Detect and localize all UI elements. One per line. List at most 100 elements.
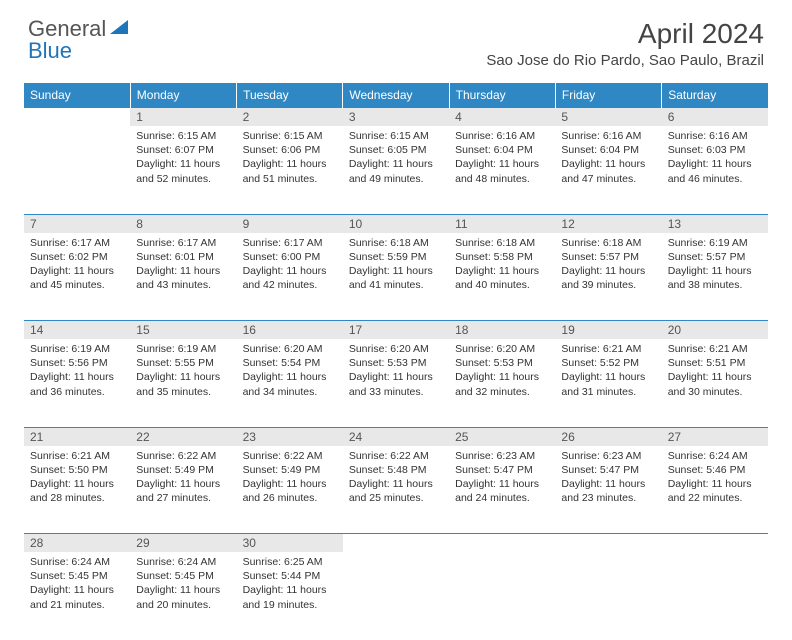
day-cell: Sunrise: 6:18 AMSunset: 5:58 PMDaylight:… xyxy=(449,233,555,321)
day2-text: and 49 minutes. xyxy=(349,172,443,186)
day-header: Thursday xyxy=(449,83,555,108)
sunset-text: Sunset: 5:54 PM xyxy=(243,356,337,370)
day-number-cell: 27 xyxy=(662,427,768,446)
sunset-text: Sunset: 6:00 PM xyxy=(243,250,337,264)
sunrise-text: Sunrise: 6:20 AM xyxy=(243,342,337,356)
day1-text: Daylight: 11 hours xyxy=(561,157,655,171)
sunset-text: Sunset: 5:45 PM xyxy=(136,569,230,583)
day1-text: Daylight: 11 hours xyxy=(243,477,337,491)
sunset-text: Sunset: 5:57 PM xyxy=(561,250,655,264)
day-cell xyxy=(343,552,449,640)
day-number: 16 xyxy=(243,323,256,337)
sunset-text: Sunset: 5:49 PM xyxy=(136,463,230,477)
day-number: 28 xyxy=(30,536,43,550)
day-cell: Sunrise: 6:16 AMSunset: 6:03 PMDaylight:… xyxy=(662,126,768,214)
content-row: Sunrise: 6:24 AMSunset: 5:45 PMDaylight:… xyxy=(24,552,768,640)
sunrise-text: Sunrise: 6:16 AM xyxy=(561,129,655,143)
day2-text: and 23 minutes. xyxy=(561,491,655,505)
day-number-cell: 22 xyxy=(130,427,236,446)
day-number-cell: 15 xyxy=(130,321,236,340)
day-number-cell: 23 xyxy=(237,427,343,446)
day-number: 24 xyxy=(349,430,362,444)
sunset-text: Sunset: 6:01 PM xyxy=(136,250,230,264)
sunset-text: Sunset: 5:47 PM xyxy=(455,463,549,477)
sunrise-text: Sunrise: 6:21 AM xyxy=(30,449,124,463)
day-number-cell: 6 xyxy=(662,108,768,127)
day1-text: Daylight: 11 hours xyxy=(455,264,549,278)
sunset-text: Sunset: 6:02 PM xyxy=(30,250,124,264)
sunset-text: Sunset: 6:05 PM xyxy=(349,143,443,157)
day-cell: Sunrise: 6:19 AMSunset: 5:56 PMDaylight:… xyxy=(24,339,130,427)
day-cell: Sunrise: 6:20 AMSunset: 5:53 PMDaylight:… xyxy=(343,339,449,427)
sunset-text: Sunset: 6:03 PM xyxy=(668,143,762,157)
day2-text: and 28 minutes. xyxy=(30,491,124,505)
day-number-cell xyxy=(343,534,449,553)
day1-text: Daylight: 11 hours xyxy=(668,157,762,171)
day2-text: and 32 minutes. xyxy=(455,385,549,399)
day-number: 20 xyxy=(668,323,681,337)
day-cell: Sunrise: 6:19 AMSunset: 5:57 PMDaylight:… xyxy=(662,233,768,321)
day-number: 8 xyxy=(136,217,143,231)
daynum-row: 78910111213 xyxy=(24,214,768,233)
day-number-cell: 18 xyxy=(449,321,555,340)
content-row: Sunrise: 6:17 AMSunset: 6:02 PM Daylight:… xyxy=(24,233,768,321)
day1-text: Daylight: 11 hours xyxy=(455,157,549,171)
day-header: Saturday xyxy=(662,83,768,108)
day2-text: and 31 minutes. xyxy=(561,385,655,399)
day-number: 27 xyxy=(668,430,681,444)
day-number: 21 xyxy=(30,430,43,444)
day1-text: Daylight: 11 hours xyxy=(136,583,230,597)
sunrise-text: Sunrise: 6:19 AM xyxy=(668,236,762,250)
sunset-text: Sunset: 5:58 PM xyxy=(455,250,549,264)
day2-text: and 41 minutes. xyxy=(349,278,443,292)
logo-word2: Blue xyxy=(28,38,72,63)
day1-text: Daylight: 11 hours xyxy=(668,477,762,491)
sunrise-text: Sunrise: 6:23 AM xyxy=(455,449,549,463)
day-number: 13 xyxy=(668,217,681,231)
day2-text: and 42 minutes. xyxy=(243,278,337,292)
day-number-cell: 26 xyxy=(555,427,661,446)
sunrise-text: Sunrise: 6:17 AM xyxy=(30,236,124,250)
sunrise-text: Sunrise: 6:16 AM xyxy=(455,129,549,143)
sunset-text: Sunset: 5:55 PM xyxy=(136,356,230,370)
day-cell xyxy=(24,126,130,214)
day-number: 22 xyxy=(136,430,149,444)
day1-text: Daylight: 11 hours xyxy=(561,477,655,491)
day2-text: and 26 minutes. xyxy=(243,491,337,505)
day2-text: and 34 minutes. xyxy=(243,385,337,399)
day-number: 17 xyxy=(349,323,362,337)
day-number-cell: 10 xyxy=(343,214,449,233)
sunrise-text: Sunrise: 6:19 AM xyxy=(136,342,230,356)
day-cell xyxy=(662,552,768,640)
sunset-text: Sunset: 6:06 PM xyxy=(243,143,337,157)
day1-text: Daylight: 11 hours xyxy=(349,157,443,171)
day-number-cell: 5 xyxy=(555,108,661,127)
day-number: 12 xyxy=(561,217,574,231)
day-number-cell: 12 xyxy=(555,214,661,233)
sunset-text: Sunset: 5:51 PM xyxy=(668,356,762,370)
day-header: Wednesday xyxy=(343,83,449,108)
day-number: 5 xyxy=(561,110,568,124)
day1-text: Daylight: 11 hours xyxy=(455,477,549,491)
day-cell: Sunrise: 6:16 AMSunset: 6:04 PMDaylight:… xyxy=(555,126,661,214)
daynum-row: 21222324252627 xyxy=(24,427,768,446)
day2-text: and 35 minutes. xyxy=(136,385,230,399)
sunset-text: Sunset: 6:07 PM xyxy=(136,143,230,157)
day-cell: Sunrise: 6:15 AMSunset: 6:07 PMDaylight:… xyxy=(130,126,236,214)
day2-text: and 52 minutes. xyxy=(136,172,230,186)
day-number-cell: 28 xyxy=(24,534,130,553)
day1-text: Daylight: 11 hours xyxy=(243,370,337,384)
sunrise-text: Sunrise: 6:16 AM xyxy=(668,129,762,143)
day1-text: Daylight: 11 hours xyxy=(668,264,762,278)
day1-text: Daylight: 11 hours xyxy=(30,370,124,384)
location-label: Sao Jose do Rio Pardo, Sao Paulo, Brazil xyxy=(486,52,764,69)
day-cell: Sunrise: 6:22 AMSunset: 5:48 PMDaylight:… xyxy=(343,446,449,534)
day-cell: Sunrise: 6:20 AMSunset: 5:54 PMDaylight:… xyxy=(237,339,343,427)
day-header: Tuesday xyxy=(237,83,343,108)
day1-text: Daylight: 11 hours xyxy=(243,583,337,597)
sunrise-text: Sunrise: 6:19 AM xyxy=(30,342,124,356)
day-number: 3 xyxy=(349,110,356,124)
day-number: 1 xyxy=(136,110,143,124)
day2-text: and 21 minutes. xyxy=(30,598,124,612)
day2-text: and 46 minutes. xyxy=(668,172,762,186)
